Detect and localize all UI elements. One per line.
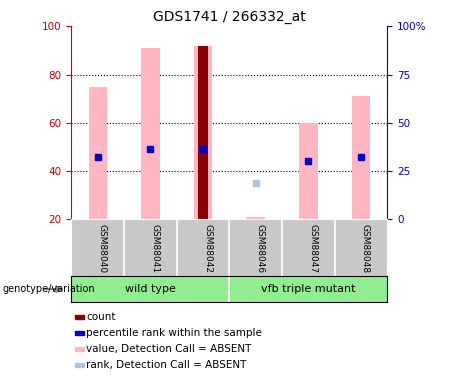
Text: value, Detection Call = ABSENT: value, Detection Call = ABSENT (86, 344, 251, 354)
Bar (89, 87, 107, 219)
Text: GSM88046: GSM88046 (256, 224, 265, 273)
Bar (75, 315, 84, 320)
Bar (75, 363, 84, 367)
Text: rank, Detection Call = ABSENT: rank, Detection Call = ABSENT (86, 360, 246, 370)
Text: GSM88042: GSM88042 (203, 224, 212, 273)
Bar (141, 48, 160, 219)
Title: GDS1741 / 266332_at: GDS1741 / 266332_at (153, 10, 306, 24)
Text: genotype/variation: genotype/variation (2, 284, 95, 294)
Text: wild type: wild type (125, 284, 176, 294)
Bar (247, 217, 265, 219)
Bar (198, 46, 208, 219)
Bar (75, 331, 84, 335)
Text: GSM88040: GSM88040 (98, 224, 107, 273)
Text: GSM88041: GSM88041 (150, 224, 160, 273)
Text: GSM88047: GSM88047 (308, 224, 317, 273)
Bar (299, 123, 318, 219)
Text: GSM88048: GSM88048 (361, 224, 370, 273)
Bar (194, 46, 212, 219)
Text: count: count (86, 312, 116, 322)
Text: vfb triple mutant: vfb triple mutant (261, 284, 355, 294)
Bar (352, 96, 370, 219)
Bar (75, 347, 84, 351)
Text: percentile rank within the sample: percentile rank within the sample (86, 328, 262, 338)
